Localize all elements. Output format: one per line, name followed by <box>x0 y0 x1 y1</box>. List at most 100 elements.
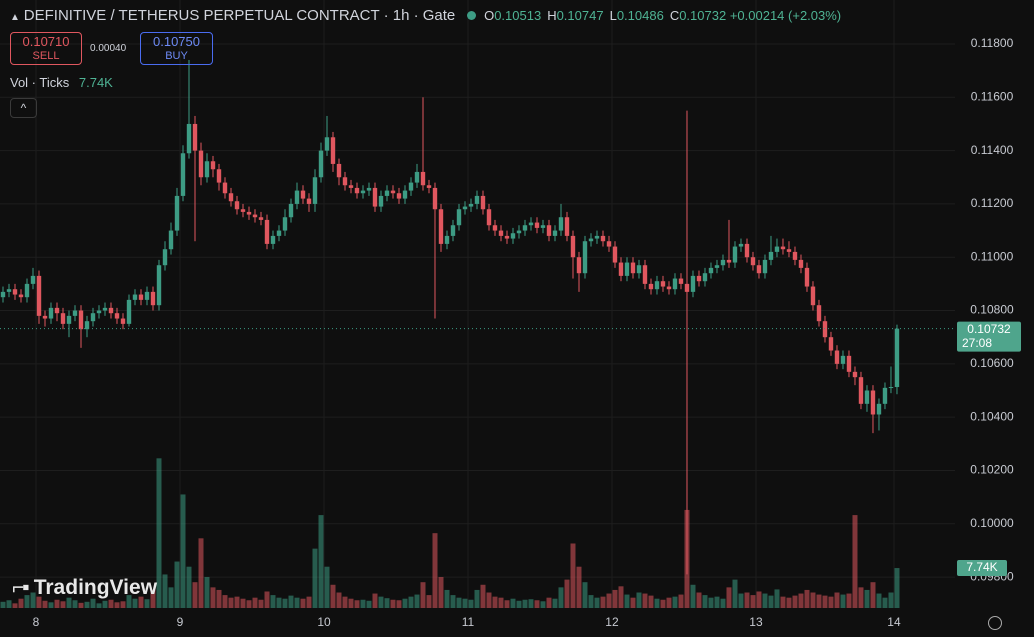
candle-body <box>606 241 612 247</box>
candle-body <box>264 219 270 244</box>
volume-bar <box>276 597 282 608</box>
candle-body <box>882 387 888 404</box>
candle-body <box>144 291 150 300</box>
volume-bar <box>504 600 510 608</box>
collapse-button[interactable]: ^ <box>10 98 37 118</box>
candle-body <box>384 190 390 196</box>
candle-body <box>840 355 846 364</box>
candle-body <box>498 230 504 236</box>
ohlc-value: 0.10513 <box>494 8 542 23</box>
volume-bar <box>450 595 456 608</box>
candle-body <box>852 371 858 378</box>
buy-label: BUY <box>165 50 188 62</box>
candle-body <box>366 187 372 191</box>
volume-bar <box>42 600 48 608</box>
settings-icon[interactable] <box>988 616 1002 630</box>
candle-body <box>42 315 48 319</box>
volume-bar <box>258 599 264 608</box>
candle-body <box>342 177 348 186</box>
candle-body <box>432 187 438 210</box>
volume-bar <box>828 596 834 608</box>
candle-body <box>180 153 186 196</box>
volume-bar <box>600 596 606 608</box>
buy-button[interactable]: 0.10750 BUY <box>140 32 213 65</box>
title: DEFINITIVE / TETHERUS PERPETUAL CONTRACT… <box>23 7 456 24</box>
candle-body <box>312 177 318 204</box>
volume-bar <box>534 600 540 608</box>
volume-bar <box>648 595 654 608</box>
volume-label-box <box>957 560 1007 577</box>
volume-bar <box>96 603 102 608</box>
volume-bar <box>756 591 762 608</box>
candle-body <box>36 275 42 316</box>
volume-bar <box>468 599 474 608</box>
candle-body <box>48 307 54 319</box>
candle-body <box>360 190 366 194</box>
volume-bar <box>540 601 546 608</box>
candle-body <box>510 233 516 239</box>
volume-bar <box>546 597 552 608</box>
volume-bar <box>72 600 78 608</box>
volume-bar <box>888 592 894 608</box>
candle-body <box>402 190 408 199</box>
volume-bar <box>372 593 378 608</box>
candle-body <box>468 203 474 207</box>
volume-bar <box>198 538 204 608</box>
candle-body <box>348 185 354 188</box>
candle-body <box>456 209 462 226</box>
candle-body <box>126 299 132 324</box>
x-tick-label: 12 <box>605 615 619 629</box>
candle-body <box>228 193 234 202</box>
volume-bar <box>792 595 798 608</box>
candle-body <box>636 265 642 274</box>
volume-bar <box>642 593 648 608</box>
volume-bar <box>180 494 186 608</box>
volume-bar <box>24 595 30 608</box>
volume-bar <box>522 599 528 608</box>
candle-body <box>60 313 66 324</box>
volume-bar <box>564 579 570 608</box>
candle-body <box>846 355 852 372</box>
branding-logo: ⌐▪ <box>12 576 30 599</box>
volume-bar <box>654 598 660 608</box>
candle-body <box>684 283 690 292</box>
volume-bar <box>234 596 240 608</box>
volume-bar <box>618 586 624 608</box>
sell-label: SELL <box>32 50 60 62</box>
candle-body <box>444 235 450 244</box>
candle-body <box>198 150 204 178</box>
y-tick-label: 0.11000 <box>971 249 1014 263</box>
volume-bar <box>264 591 270 608</box>
candle-body <box>516 230 522 234</box>
volume-bar <box>12 603 18 608</box>
candle-body <box>420 171 426 186</box>
candle-body <box>354 187 360 194</box>
y-tick-label: 0.10800 <box>970 303 1014 317</box>
branding-text: TradingView <box>33 576 158 599</box>
candle-body <box>240 209 246 212</box>
volume-bar <box>636 592 642 608</box>
volume-bar <box>804 589 810 608</box>
status-dot <box>467 11 477 20</box>
volume-bar <box>156 458 162 608</box>
volume-bar <box>570 543 576 608</box>
candle-body <box>408 182 414 191</box>
volume-bar <box>720 598 726 608</box>
candle-body <box>894 328 900 388</box>
candle-body <box>810 286 816 306</box>
volume-bar <box>444 589 450 608</box>
volume-bar <box>354 600 360 608</box>
candle-body <box>750 257 756 266</box>
y-tick-label: 0.10200 <box>970 463 1014 477</box>
volume-bar <box>774 589 780 608</box>
candle-body <box>30 275 36 284</box>
candle-body <box>318 150 324 178</box>
sell-button[interactable]: 0.10710 SELL <box>10 32 82 65</box>
candle-body <box>294 190 300 204</box>
candle-body <box>546 225 552 236</box>
volume-bar <box>216 589 222 608</box>
buy-price: 0.10750 <box>153 34 200 49</box>
volume-bar <box>414 594 420 608</box>
candle-body <box>744 243 750 258</box>
